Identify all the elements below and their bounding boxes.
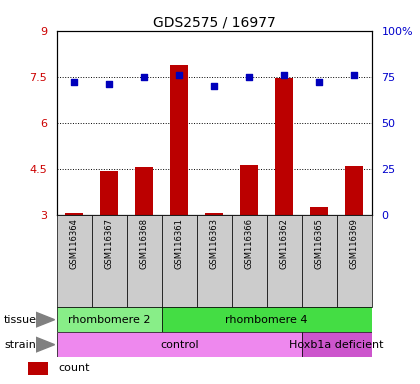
Text: strain: strain [4,339,36,350]
Bar [267,215,302,307]
Bar [171,65,188,215]
Point [281,72,288,78]
Bar [346,166,363,215]
Point [316,79,323,85]
Bar [66,213,83,215]
Point [246,74,252,80]
Point [106,81,113,87]
Point [71,79,78,85]
Bar [57,215,92,307]
Bar [302,332,372,357]
Text: rhombomere 4: rhombomere 4 [226,314,308,325]
Text: GSM116364: GSM116364 [70,218,79,269]
Polygon shape [36,337,55,352]
Bar [127,215,162,307]
Point [351,72,357,78]
Text: tissue: tissue [4,314,37,325]
Text: GSM116368: GSM116368 [140,218,149,269]
Text: GSM116365: GSM116365 [315,218,324,269]
Bar [92,215,127,307]
Bar [136,167,153,215]
Polygon shape [36,312,55,327]
Bar [276,78,293,215]
Title: GDS2575 / 16977: GDS2575 / 16977 [153,16,276,30]
Text: GSM116367: GSM116367 [105,218,114,269]
Bar [197,215,232,307]
Text: count: count [58,363,90,373]
Bar [205,213,223,215]
Text: rhombomere 2: rhombomere 2 [68,314,150,325]
Point [211,83,218,89]
Text: GSM116362: GSM116362 [280,218,289,269]
Bar [232,215,267,307]
Text: Hoxb1a deficient: Hoxb1a deficient [289,339,384,350]
Text: GSM116363: GSM116363 [210,218,219,269]
Bar [241,165,258,215]
Point [176,72,183,78]
Bar [57,307,162,332]
Bar [100,171,118,215]
Text: GSM116361: GSM116361 [175,218,184,269]
Bar [310,207,328,215]
Bar [337,215,372,307]
Bar [162,307,372,332]
Bar [57,332,302,357]
Text: GSM116369: GSM116369 [350,218,359,269]
Point [141,74,147,80]
Bar [162,215,197,307]
Text: GSM116366: GSM116366 [245,218,254,269]
Text: control: control [160,339,199,350]
Bar [302,215,337,307]
Bar [28,362,48,375]
